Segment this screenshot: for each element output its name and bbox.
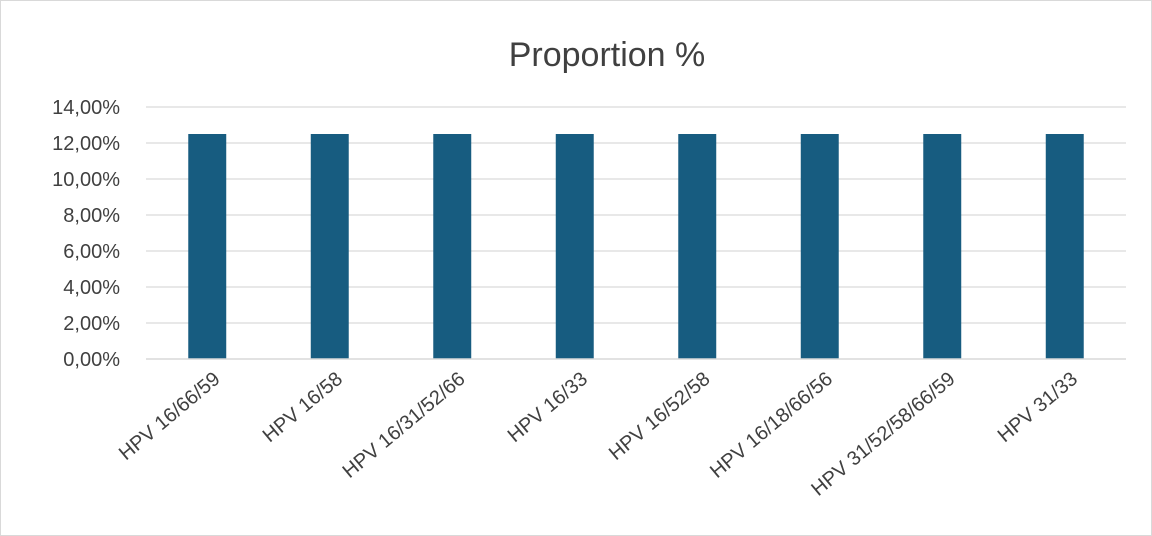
x-tick-label: HPV 16/66/59 [115, 368, 225, 465]
bar [188, 134, 227, 359]
y-tick-label: 10,00% [52, 169, 120, 191]
bar [310, 134, 349, 359]
x-tick-label: HPV 16/58 [259, 368, 347, 447]
y-tick-label: 14,00% [52, 97, 120, 119]
bar [923, 134, 962, 359]
y-axis-ticks: 0,00% 2,00% 4,00% 6,00% 8,00% 10,00% 12,00% 14,… [52, 97, 120, 371]
y-tick-label: 12,00% [52, 133, 120, 155]
x-tick-label: HPV 31/33 [994, 368, 1082, 447]
y-tick-label: 0,00% [63, 349, 120, 371]
bar [433, 134, 472, 359]
bar [1045, 134, 1084, 359]
x-tick-label: HPV 16/18/66/56 [706, 368, 837, 483]
y-tick-label: 4,00% [63, 277, 120, 299]
bar [800, 134, 839, 359]
x-tick-label: HPV 16/52/58 [605, 368, 715, 465]
x-tick-label: HPV 16/31/52/66 [339, 368, 470, 483]
bar [678, 134, 717, 359]
chart-title: Proportion % [509, 36, 706, 74]
y-tick-label: 6,00% [63, 241, 120, 263]
bar [555, 134, 594, 359]
x-tick-label: HPV 16/33 [504, 368, 592, 447]
y-tick-label: 2,00% [63, 313, 120, 335]
gridlines [146, 106, 1126, 324]
bars [188, 134, 1084, 359]
y-tick-label: 8,00% [63, 205, 120, 227]
